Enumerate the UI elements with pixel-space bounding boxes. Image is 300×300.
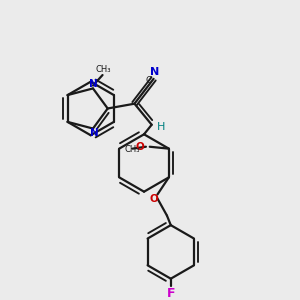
Text: N: N [88, 79, 97, 88]
Text: H: H [157, 122, 165, 132]
Text: CH₃: CH₃ [96, 65, 111, 74]
Text: O: O [136, 142, 145, 152]
Text: CH₃: CH₃ [125, 145, 140, 154]
Text: F: F [167, 286, 175, 299]
Text: N: N [150, 67, 159, 77]
Text: O: O [149, 194, 158, 204]
Text: C: C [146, 76, 152, 85]
Text: N: N [90, 128, 98, 138]
